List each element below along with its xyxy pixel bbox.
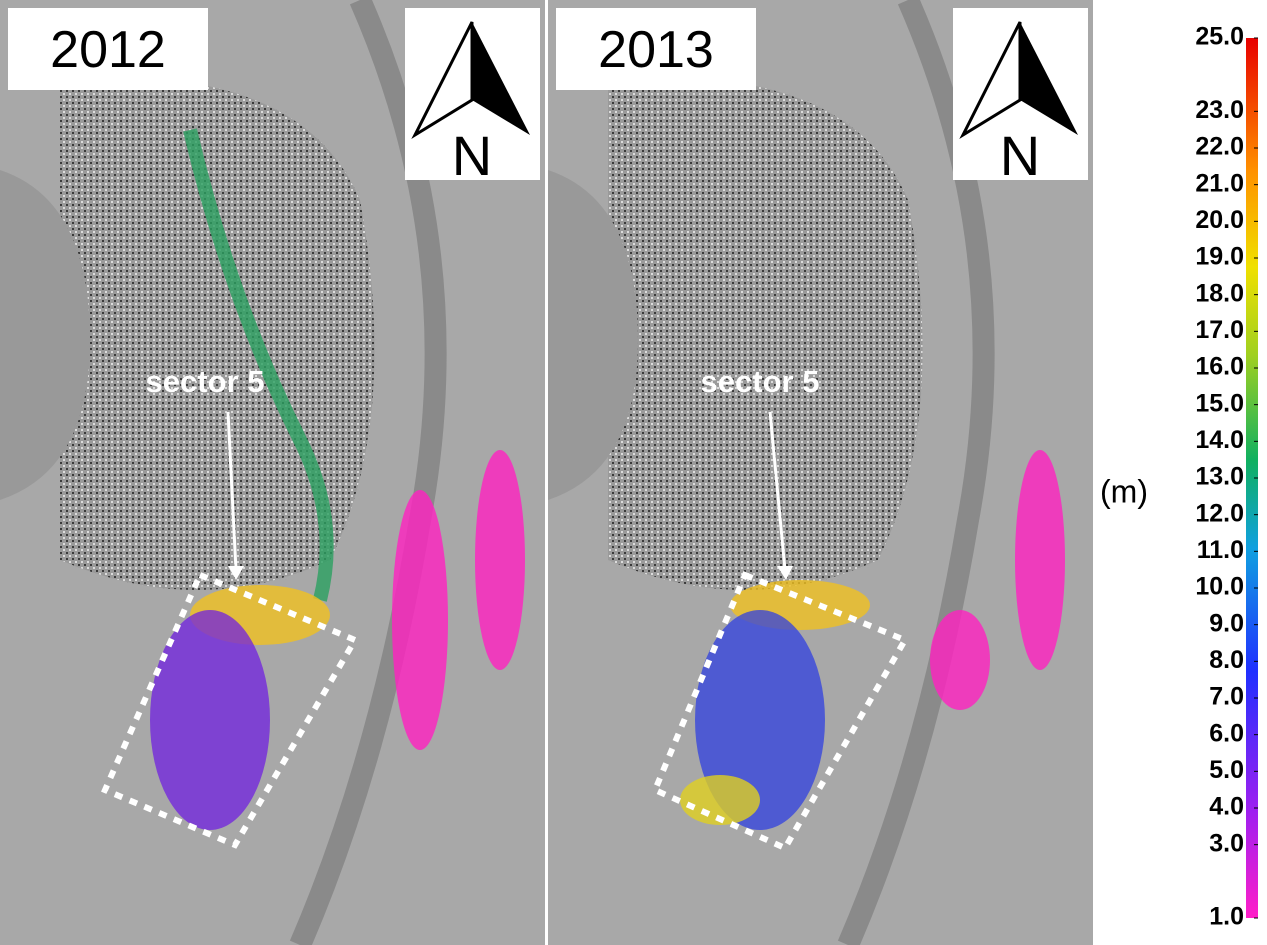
- tick-label: 8.0: [1209, 646, 1244, 674]
- tick-label: 4.0: [1209, 793, 1244, 821]
- tick-label: 11.0: [1197, 536, 1244, 564]
- tick-label: 10.0: [1195, 573, 1244, 601]
- tick-label: 5.0: [1209, 756, 1244, 784]
- tick-label: 7.0: [1209, 683, 1244, 711]
- tick-label: 19.0: [1195, 243, 1244, 271]
- tick-label: 17.0: [1195, 316, 1244, 344]
- year-label: 2013: [598, 21, 714, 79]
- annotation: sector 5: [701, 364, 820, 399]
- colorbar: (m) 25.0 23.0 22.0 21.0 20.0 19.0 18.0 17.0 16.0…: [1100, 23, 1258, 931]
- deformation: [475, 450, 525, 670]
- tick-label: 23.0: [1195, 96, 1244, 124]
- map-panel: sector 5 2013 N: [548, 0, 1093, 945]
- deformation: [1015, 450, 1065, 670]
- tick-label: 18.0: [1195, 279, 1244, 307]
- annotation: sector 5: [146, 364, 265, 399]
- map-panel: sector 5 2012 N: [0, 0, 545, 945]
- rough-terrain: [608, 78, 923, 591]
- tick-label: 22.0: [1195, 133, 1244, 161]
- year-label: 2012: [50, 21, 166, 79]
- tick-label: 3.0: [1209, 829, 1244, 857]
- colorbar-unit: (m): [1100, 473, 1148, 509]
- deformation: [930, 610, 990, 710]
- tick-label: 16.0: [1195, 353, 1244, 381]
- tick-label: 9.0: [1209, 609, 1244, 637]
- tick-label: 1.0: [1209, 903, 1244, 931]
- north-label: N: [452, 124, 492, 187]
- tick-label: 15.0: [1195, 389, 1244, 417]
- tick-label: 21.0: [1195, 169, 1244, 197]
- tick-label: 25.0: [1195, 23, 1244, 51]
- figure: sector 5 2012 N sector 5 2013 N (m) 25.0…: [0, 0, 1267, 945]
- tick-label: 12.0: [1195, 499, 1244, 527]
- north-label: N: [1000, 124, 1040, 187]
- tick-label: 6.0: [1209, 719, 1244, 747]
- tick-label: 14.0: [1195, 426, 1244, 454]
- deformation: [392, 490, 448, 750]
- tick-label: 20.0: [1195, 206, 1244, 234]
- tick-label: 13.0: [1195, 463, 1244, 491]
